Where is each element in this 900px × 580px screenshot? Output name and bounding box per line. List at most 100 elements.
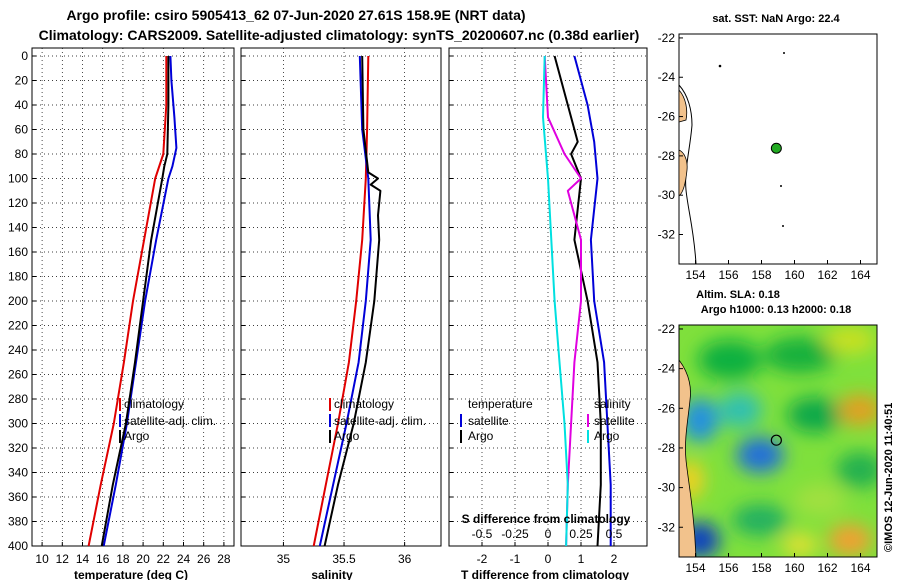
salinity-legend: climatology satellite-adj. clim. Argo <box>329 397 426 443</box>
difference-xlabel: T difference from climatology <box>461 568 629 580</box>
y-tick-label: 20 <box>15 74 29 88</box>
series-line-s-satellite <box>543 55 582 547</box>
y-tick-label: 360 <box>8 490 28 504</box>
y-tick-label: 60 <box>15 123 29 137</box>
legend-label-argo: Argo <box>334 429 360 443</box>
sla-map-frame <box>678 324 878 558</box>
salinity-xlabel: salinity <box>311 568 353 580</box>
x-tick-label: 10 <box>35 552 49 566</box>
y-tick-label: 220 <box>8 319 28 333</box>
sst-map-island <box>780 185 782 187</box>
sst-map-axes: 154 156 158 160 162 164 -22 -24 -26 -28 -30 -32 <box>658 31 871 282</box>
y-tick-label: 380 <box>8 515 28 529</box>
difference-series <box>542 55 612 547</box>
map-x-tick-label: 164 <box>850 561 870 575</box>
legend-label-climatology: climatology <box>334 397 394 411</box>
sla-map-axes: 154 156 158 160 162 164 -22 -24 -26 -28 -30 -32 <box>658 322 871 575</box>
map-x-tick-label: 156 <box>718 561 738 575</box>
y-tick-label: 160 <box>8 245 28 259</box>
series-line-t-argo <box>553 55 602 547</box>
map-x-tick-label: 154 <box>685 268 705 282</box>
y-tick-label: 120 <box>8 196 28 210</box>
temperature-series <box>87 55 178 547</box>
salinity-axes: 35 35.5 36 <box>241 55 412 566</box>
series-line-argo <box>100 56 170 547</box>
x-tick-label: 24 <box>177 552 191 566</box>
y-tick-label: 280 <box>8 392 28 406</box>
y-tick-label: 320 <box>8 441 28 455</box>
imos-stamp: ©IMOS 12-Jun-2020 11:40:51 <box>883 403 895 552</box>
y-tick-label: 200 <box>8 294 28 308</box>
map-x-tick-label: 160 <box>784 561 804 575</box>
map-x-tick-label: 162 <box>817 561 837 575</box>
x-tick-label: 2 <box>611 552 618 566</box>
sla-map-title-line1: Altim. SLA: 0.18 <box>696 289 780 301</box>
series-line-satellite-adj-clim- <box>102 55 178 547</box>
map-y-tick-label: -26 <box>658 401 676 415</box>
y-tick-label: 300 <box>8 417 28 431</box>
legend-label-satellite: satellite-adj. clim. <box>334 414 426 428</box>
top-x-tick-label: -0.5 <box>472 527 493 541</box>
sla-float-marker <box>770 434 782 446</box>
difference-axes: -2 -1 0 1 2 -0.5 -0.25 0 0.25 0.5 <box>449 55 623 566</box>
map-x-tick-label: 162 <box>817 268 837 282</box>
sst-float-marker <box>770 142 782 154</box>
x-tick-label: -1 <box>510 552 521 566</box>
x-tick-label: 22 <box>157 552 171 566</box>
x-tick-label: 14 <box>76 552 90 566</box>
x-tick-label: 0 <box>545 552 552 566</box>
legend-label-t-argo: Argo <box>468 429 494 443</box>
series-line-satellite-adj-clim- <box>318 55 372 547</box>
y-tick-label: 400 <box>8 539 28 553</box>
map-x-tick-label: 158 <box>751 561 771 575</box>
series-line-s-argo <box>542 55 569 547</box>
map-y-tick-label: -30 <box>658 481 676 495</box>
top-x-tick-label: 0.5 <box>606 527 623 541</box>
legend-label-climatology: climatology <box>124 397 184 411</box>
difference-legend: temperature satellite Argo salinity sate… <box>460 397 635 443</box>
difference-top-xlabel: S difference from climatology <box>462 512 631 526</box>
map-x-tick-label: 158 <box>751 268 771 282</box>
series-line-argo <box>323 55 382 547</box>
salinity-panel <box>240 47 442 547</box>
map-x-tick-label: 160 <box>784 268 804 282</box>
y-tick-label: 0 <box>21 49 28 63</box>
sst-map-island <box>782 225 784 227</box>
x-tick-label: 12 <box>56 552 70 566</box>
map-x-tick-label: 154 <box>685 561 705 575</box>
map-y-tick-label: -32 <box>658 228 676 242</box>
y-tick-label: 100 <box>8 172 28 186</box>
legend-label-t-satellite: satellite <box>468 414 509 428</box>
map-y-tick-label: -22 <box>658 31 676 45</box>
temperature-legend: climatology satellite-adj. clim. Argo <box>119 397 216 443</box>
x-tick-label: -2 <box>477 552 488 566</box>
sla-map-title-line2: Argo h1000: 0.13 h2000: 0.18 <box>701 304 851 316</box>
legend-label-argo: Argo <box>124 429 150 443</box>
sst-map-title: sat. SST: NaN Argo: 22.4 <box>712 13 840 25</box>
x-tick-label: 35 <box>277 552 291 566</box>
y-tick-label: 180 <box>8 270 28 284</box>
y-tick-label: 260 <box>8 368 28 382</box>
y-tick-label: 340 <box>8 466 28 480</box>
temperature-axes: 0 20 40 60 80 100 120 140 160 180 200 220 240 260 280 3… <box>8 49 231 566</box>
figure-title-line1: Argo profile: csiro 5905413_62 07-Jun-20… <box>66 7 525 23</box>
y-tick-label: 240 <box>8 343 28 357</box>
map-y-tick-label: -28 <box>658 149 676 163</box>
map-y-tick-label: -28 <box>658 441 676 455</box>
map-y-tick-label: -26 <box>658 110 676 124</box>
x-tick-label: 1 <box>578 552 585 566</box>
legend-title-temperature: temperature <box>468 397 533 411</box>
legend-label-s-argo: Argo <box>594 429 620 443</box>
sst-map-island <box>718 64 722 68</box>
legend-label-satellite: satellite-adj. clim. <box>124 414 216 428</box>
legend-title-salinity: salinity <box>594 397 631 411</box>
x-tick-label: 18 <box>116 552 130 566</box>
series-line-t-satellite <box>573 55 612 546</box>
temperature-xlabel: temperature (deg C) <box>74 568 188 580</box>
y-tick-label: 80 <box>15 147 29 161</box>
top-x-tick-label: 0 <box>545 527 552 541</box>
top-x-tick-label: 0.25 <box>569 527 593 541</box>
y-tick-label: 40 <box>15 98 29 112</box>
figure-title-line2: Climatology: CARS2009. Satellite-adjuste… <box>39 27 640 43</box>
